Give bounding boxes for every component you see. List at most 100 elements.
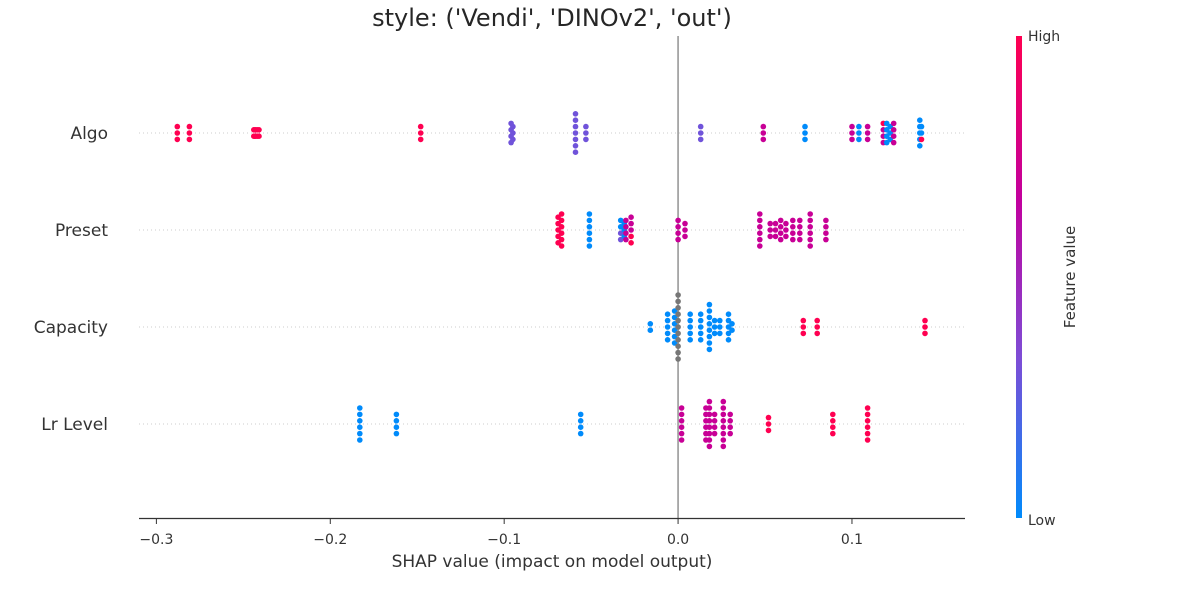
colorbar-low-label: Low [1028, 513, 1056, 529]
data-point [678, 411, 685, 418]
data-point [864, 405, 871, 411]
data-point [856, 130, 862, 136]
data-point [572, 117, 579, 123]
data-point [783, 220, 789, 227]
data-point [678, 430, 685, 437]
data-point [890, 127, 897, 133]
data-point [720, 424, 727, 431]
data-point [783, 233, 789, 240]
feature-rows: Algo Preset Capacity Lr Level [34, 124, 965, 435]
data-point [864, 418, 871, 424]
data-point [558, 217, 565, 224]
colorbar-title: Feature value [1061, 226, 1079, 328]
data-point [697, 337, 704, 343]
data-point [790, 224, 796, 230]
data-point [678, 424, 685, 431]
data-point [572, 123, 579, 130]
data-point [393, 418, 400, 424]
data-point [711, 411, 718, 418]
data-point [864, 424, 871, 431]
data-point [174, 130, 181, 136]
data-point [727, 424, 733, 431]
data-point [675, 236, 681, 243]
data-point [890, 133, 897, 139]
data-point [186, 136, 193, 143]
data-point [767, 233, 773, 240]
data-point [583, 123, 589, 130]
feature-label: Capacity [34, 318, 108, 338]
data-point [577, 418, 584, 424]
data-point [577, 430, 584, 437]
data-point [802, 123, 808, 130]
data-point [797, 217, 803, 224]
data-point [706, 405, 713, 411]
data-point [623, 236, 629, 243]
x-tick-label: 0.0 [667, 532, 689, 548]
data-point [717, 324, 723, 330]
data-point [687, 311, 693, 318]
data-point [664, 324, 671, 330]
data-point [706, 443, 713, 450]
data-point [628, 233, 634, 240]
data-point [623, 217, 629, 224]
data-point [720, 443, 727, 450]
data-point [720, 411, 727, 418]
data-point [849, 130, 855, 136]
data-point [917, 143, 923, 149]
data-point [664, 337, 671, 343]
data-point [765, 427, 772, 434]
data-point [807, 243, 813, 249]
data-point [572, 130, 579, 136]
data-point [767, 227, 773, 233]
data-point [675, 224, 681, 230]
data-point [697, 311, 704, 318]
data-point [807, 230, 813, 236]
chart-title: style: ('Vendi', 'DINOv2', 'out') [372, 4, 732, 32]
data-point [797, 224, 803, 230]
data-point [583, 130, 589, 136]
data-point [682, 227, 688, 233]
data-point [864, 437, 871, 443]
data-point [814, 317, 820, 324]
data-points [174, 111, 928, 450]
data-point [186, 130, 193, 136]
data-point [807, 211, 813, 217]
data-point [628, 227, 634, 233]
data-point [586, 224, 593, 230]
data-point [849, 123, 855, 130]
data-point [917, 117, 923, 123]
data-point [697, 324, 704, 330]
data-point [711, 430, 718, 437]
data-point [675, 217, 681, 224]
feature-label: Algo [70, 124, 108, 144]
data-point [711, 317, 718, 324]
data-point [706, 308, 713, 314]
data-point [697, 136, 704, 143]
data-point [510, 136, 516, 143]
data-point [772, 233, 779, 240]
data-point [807, 217, 813, 224]
data-point [174, 136, 181, 143]
data-point [697, 317, 704, 324]
data-point [623, 230, 629, 236]
data-point [918, 123, 925, 130]
colorbar [1016, 36, 1022, 518]
data-point [790, 217, 796, 224]
data-point [357, 430, 363, 437]
data-point [417, 130, 424, 136]
data-point [357, 405, 363, 411]
data-point [586, 211, 593, 217]
data-point [757, 236, 763, 243]
data-point [687, 330, 693, 337]
data-point [823, 224, 829, 230]
data-point [417, 136, 424, 143]
data-point [765, 421, 772, 427]
data-point [720, 418, 727, 424]
data-point [807, 224, 813, 230]
data-point [558, 230, 565, 236]
data-point [757, 243, 763, 249]
data-point [777, 230, 784, 236]
data-point [918, 136, 925, 143]
data-point [772, 220, 779, 227]
colorbar-high-label: High [1028, 29, 1060, 45]
